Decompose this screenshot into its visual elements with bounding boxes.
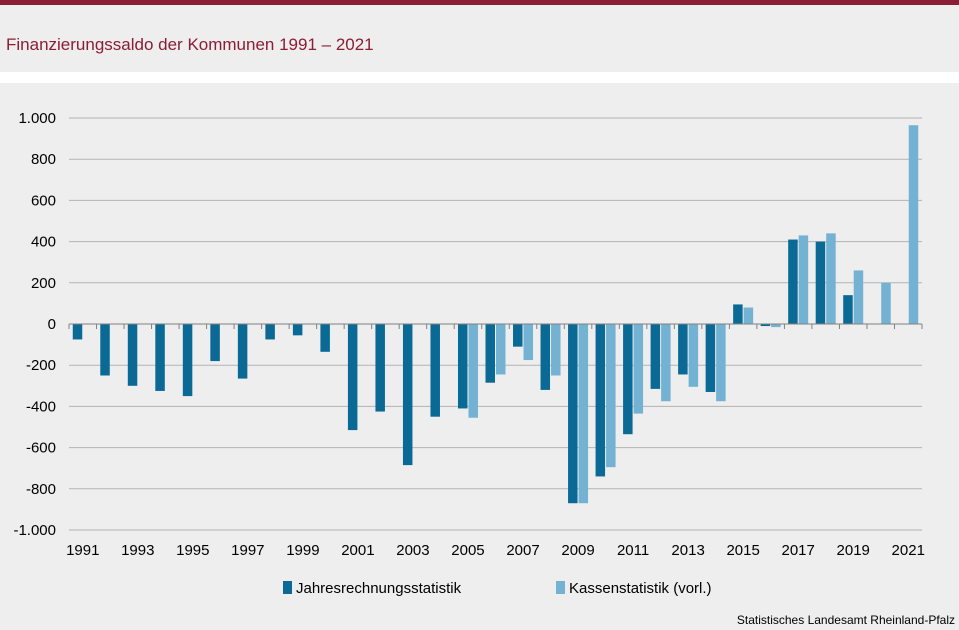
bar-jahresrechnung-2009: [568, 324, 578, 504]
chart-title: Finanzierungssaldo der Kommunen 1991 – 2…: [6, 35, 374, 54]
bar-jahresrechnung-2016: [760, 324, 771, 327]
bar-kassenstatistik-2011: [633, 324, 644, 414]
bar-kassenstatistik-2015: [743, 307, 754, 324]
bar-kassenstatistik-2005: [468, 324, 478, 418]
bar-kassenstatistik-2014: [716, 324, 726, 402]
x-tick-label: 2003: [396, 542, 429, 559]
bar-kassenstatistik-2010: [606, 324, 616, 468]
top-accent-bar: [0, 0, 959, 5]
x-tick-label: 2009: [561, 542, 594, 559]
legend: Jahresrechnungsstatistik Kassenstatistik…: [283, 580, 712, 597]
x-tick-label: 2019: [837, 542, 870, 559]
y-tick-label: -1.000: [13, 522, 56, 539]
bar-kassenstatistik-2012: [661, 324, 671, 402]
gridlines: [69, 117, 922, 531]
axes: [68, 323, 923, 329]
bar-kassenstatistik-2018: [826, 233, 836, 324]
bar-jahresrechnung-2018: [815, 241, 826, 324]
bar-kassenstatistik-2019: [853, 270, 864, 324]
bar-jahresrechnung-1998: [265, 324, 275, 340]
bar-jahresrechnung-2000: [320, 324, 330, 352]
y-tick-label: 400: [31, 234, 56, 251]
legend-label-kassenstatistik: Kassenstatistik (vorl.): [569, 580, 712, 597]
x-tick-label: 1997: [231, 542, 264, 559]
x-tick-label: 1999: [286, 542, 319, 559]
x-tick-label: 2015: [726, 542, 759, 559]
bar-jahresrechnung-2006: [485, 324, 495, 383]
bar-jahresrechnung-2011: [623, 324, 633, 435]
bar-jahresrechnung-2008: [540, 324, 551, 390]
y-tick-label: 800: [31, 151, 56, 168]
bar-jahresrechnung-1992: [100, 324, 110, 376]
bar-kassenstatistik-2007: [523, 324, 534, 361]
bar-jahresrechnung-2005: [457, 324, 468, 409]
bar-jahresrechnung-2013: [678, 324, 688, 375]
x-tick-label: 2001: [341, 542, 374, 559]
y-tick-label: -600: [26, 440, 56, 457]
bar-jahresrechnung-2002: [375, 324, 385, 412]
bar-kassenstatistik-2021: [908, 125, 919, 325]
x-tick-label: 2017: [781, 542, 814, 559]
y-tick-label: 0: [48, 316, 56, 333]
x-tick-label: 1995: [176, 542, 209, 559]
legend-label-jahresrechnungsstatistik: Jahresrechnungsstatistik: [296, 580, 462, 597]
y-tick-label: -200: [26, 357, 56, 374]
bar-jahresrechnung-2010: [595, 324, 606, 477]
bar-jahresrechnung-2001: [347, 324, 358, 431]
bar-jahresrechnung-2014: [705, 324, 716, 392]
bar-jahresrechnung-2015: [733, 304, 743, 324]
bar-jahresrechnung-1993: [127, 324, 138, 386]
bar-jahresrechnung-2019: [843, 295, 853, 324]
legend-swatch-jahresrechnungsstatistik: [283, 581, 292, 594]
x-tick-label: 2013: [671, 542, 704, 559]
y-tick-label: -400: [26, 398, 56, 415]
bar-jahresrechnung-1997: [237, 324, 248, 379]
bar-kassenstatistik-2016: [771, 324, 781, 328]
header: Finanzierungssaldo der Kommunen 1991 – 2…: [0, 5, 959, 72]
x-tick-label: 2021: [892, 542, 925, 559]
x-tick-label: 1991: [66, 542, 99, 559]
bar-kassenstatistik-2009: [578, 324, 589, 504]
bar-jahresrechnung-2012: [650, 324, 661, 389]
bar-kassenstatistik-2020: [881, 282, 891, 324]
y-tick-label: 1.000: [18, 110, 56, 127]
x-tick-label: 1993: [121, 542, 154, 559]
legend-swatch-kassenstatistik: [556, 581, 565, 594]
bar-jahresrechnung-2007: [513, 324, 523, 347]
x-tick-label: 2007: [506, 542, 539, 559]
bar-jahresrechnung-1995: [182, 324, 193, 397]
y-tick-label: -800: [26, 481, 56, 498]
bar-jahresrechnung-1994: [155, 324, 165, 391]
bar-jahresrechnung-1991: [72, 324, 83, 340]
x-axis-labels: 1991 1993 1995 1997 1999 2001 2003 2005 2007 2009…: [66, 542, 925, 559]
bar-jahresrechnung-2003: [402, 324, 413, 466]
bar-jahresrechnung-1996: [210, 324, 220, 362]
source-note: Statistisches Landesamt Rheinland-Pfalz: [736, 613, 955, 627]
bar-jahresrechnung-1999: [292, 324, 303, 336]
y-axis-labels: 1.000 800 600 400 200 0 -200 -400 -600 -800 -1.000: [13, 110, 56, 539]
bars: [72, 125, 919, 504]
y-tick-label: 200: [31, 275, 56, 292]
bar-kassenstatistik-2013: [688, 324, 699, 387]
bar-jahresrechnung-2017: [788, 239, 798, 324]
bar-kassenstatistik-2006: [496, 324, 506, 375]
y-tick-label: 600: [31, 192, 56, 209]
bar-jahresrechnung-2004: [430, 324, 440, 417]
x-tick-label: 2011: [617, 542, 649, 559]
bar-kassenstatistik-2008: [551, 324, 561, 376]
bar-kassenstatistik-2017: [798, 235, 809, 324]
x-tick-label: 2005: [451, 542, 484, 559]
